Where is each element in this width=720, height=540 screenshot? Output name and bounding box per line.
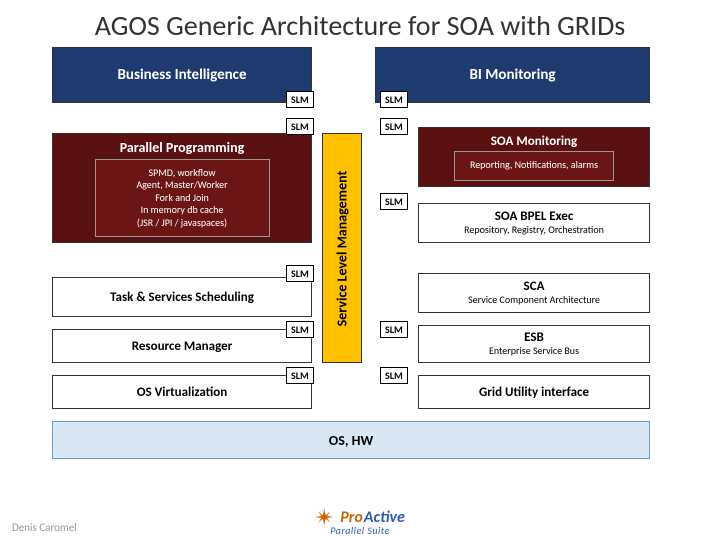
slm-mid-right: SLM xyxy=(380,118,408,135)
box-task-scheduling: Task & Services Scheduling xyxy=(52,277,312,317)
slm-grid: SLM xyxy=(380,367,408,384)
soa-mon-sub: Reporting, Notifications, alarms xyxy=(470,159,598,172)
bpel-title: SOA BPEL Exec xyxy=(495,209,574,224)
parallel-title: Parallel Programming xyxy=(120,139,245,156)
box-esb: ESB Enterprise Service Bus xyxy=(418,325,650,363)
box-os-virtualization: OS Virtualization xyxy=(52,375,312,409)
esb-title: ESB xyxy=(524,330,544,345)
sca-title: SCA xyxy=(524,279,545,294)
sca-sub: Service Component Architecture xyxy=(468,294,600,307)
slm-esb: SLM xyxy=(380,321,408,338)
slm-top-right: SLM xyxy=(380,91,408,108)
box-grid-utility: Grid Utility interface xyxy=(418,375,650,409)
box-resource-manager: Resource Manager xyxy=(52,329,312,363)
logo-proactive: ProActive Parallel Suite xyxy=(315,508,405,536)
soa-mon-title: SOA Monitoring xyxy=(491,134,577,149)
resource-title: Resource Manager xyxy=(132,339,233,354)
bi-left-title: Business Intelligence xyxy=(118,66,247,84)
bi-right-title: BI Monitoring xyxy=(469,66,555,84)
box-soa-mon-sub: Reporting, Notifications, alarms xyxy=(454,151,614,181)
box-soa-monitoring: SOA Monitoring Reporting, Notifications,… xyxy=(418,127,650,187)
box-parallel-programming: Parallel Programming SPMD, workflow Agen… xyxy=(52,133,312,243)
box-business-intelligence: Business Intelligence xyxy=(52,47,312,103)
logo-sub: Parallel Suite xyxy=(315,526,405,536)
oshw-title: OS, HW xyxy=(329,432,373,449)
slm-task: SLM xyxy=(286,265,314,282)
osv-title: OS Virtualization xyxy=(137,385,228,400)
footer-author: Denis Caromel xyxy=(12,521,77,534)
box-sca: SCA Service Component Architecture xyxy=(418,273,650,313)
page-title: AGOS Generic Architecture for SOA with G… xyxy=(0,0,720,47)
box-bi-monitoring: BI Monitoring xyxy=(375,47,650,103)
parallel-sub: SPMD, workflow Agent, Master/Worker Fork… xyxy=(136,167,227,230)
slm-soa: SLM xyxy=(380,193,408,210)
architecture-diagram: Business Intelligence BI Monitoring SLM … xyxy=(10,47,710,467)
bpel-sub: Repository, Registry, Orchestration xyxy=(464,224,604,237)
slm-top-left: SLM xyxy=(286,91,314,108)
esb-sub: Enterprise Service Bus xyxy=(489,345,579,358)
box-os-hw: OS, HW xyxy=(52,421,650,459)
task-title: Task & Services Scheduling xyxy=(110,290,254,305)
slm-resource: SLM xyxy=(286,321,314,338)
service-level-title: Service Level Management xyxy=(334,170,351,326)
box-service-level-management: Service Level Management xyxy=(322,133,362,363)
box-parallel-sub: SPMD, workflow Agent, Master/Worker Fork… xyxy=(95,159,270,237)
grid-title: Grid Utility interface xyxy=(479,385,589,400)
slm-mid-left: SLM xyxy=(286,118,314,135)
box-bpel: SOA BPEL Exec Repository, Registry, Orch… xyxy=(418,203,650,243)
slm-osv: SLM xyxy=(286,367,314,384)
